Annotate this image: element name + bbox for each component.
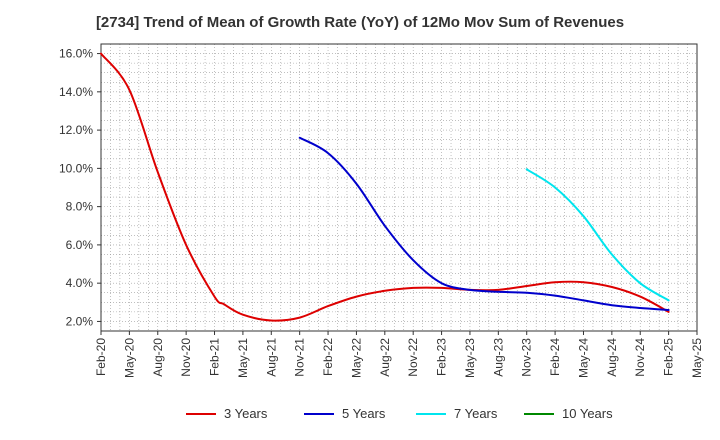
legend-label-5-years: 5 Years: [342, 406, 386, 421]
legend: 3 Years 5 Years 7 Years 10 Years: [186, 406, 613, 421]
legend-label-3-years: 3 Years: [224, 406, 268, 421]
x-tick-label: Aug-22: [378, 338, 392, 377]
x-tick-label: May-25: [690, 338, 704, 378]
y-tick-label: 14.0%: [59, 85, 93, 99]
y-tick-label: 8.0%: [66, 200, 94, 214]
grid-layer: [101, 44, 697, 331]
x-tick-label: Feb-25: [662, 338, 676, 376]
series-line-7-years: [525, 168, 670, 302]
x-tick-label: May-23: [463, 338, 477, 378]
plot-frame: [100, 43, 698, 332]
x-tick-label: Aug-24: [605, 338, 619, 377]
x-tick-label: Feb-24: [548, 338, 562, 376]
legend-label-10-years: 10 Years: [562, 406, 613, 421]
x-tick-label: Feb-21: [208, 338, 222, 376]
y-tick-label: 10.0%: [59, 161, 93, 175]
x-tick-label: Nov-24: [633, 338, 647, 377]
x-tick-label: Aug-20: [151, 338, 165, 377]
x-tick-label: May-22: [349, 338, 363, 378]
legend-label-7-years: 7 Years: [454, 406, 498, 421]
x-tick-label: Feb-23: [435, 338, 449, 376]
axis-layer: 2.0% 4.0% 6.0% 8.0% 10.0% 12.0% 14.0% 16.0% Feb-…: [59, 43, 704, 378]
y-tick-label: 16.0%: [59, 47, 93, 61]
x-tick-label: May-21: [236, 338, 250, 378]
x-tick-label: Nov-23: [520, 338, 534, 377]
x-tick-label: Nov-21: [293, 338, 307, 377]
x-tick-label: Aug-23: [491, 338, 505, 377]
series-line-3-years: [100, 52, 670, 322]
x-tick-label: Feb-20: [94, 338, 108, 376]
x-tick-label: Nov-22: [406, 338, 420, 377]
y-tick-label: 12.0%: [59, 123, 93, 137]
x-tick-label: Nov-20: [179, 338, 193, 377]
x-tick-label: May-20: [122, 338, 136, 378]
series-layer: [100, 52, 670, 322]
x-tick-label: May-24: [576, 338, 590, 378]
y-tick-label: 6.0%: [66, 238, 94, 252]
y-tick-label: 4.0%: [66, 276, 94, 290]
x-tick-label: Aug-21: [264, 338, 278, 377]
y-tick-label: 2.0%: [66, 314, 94, 328]
chart-title: [2734] Trend of Mean of Growth Rate (YoY…: [95, 14, 625, 31]
x-tick-label: Feb-22: [321, 338, 335, 376]
series-line-5-years: [298, 136, 670, 311]
